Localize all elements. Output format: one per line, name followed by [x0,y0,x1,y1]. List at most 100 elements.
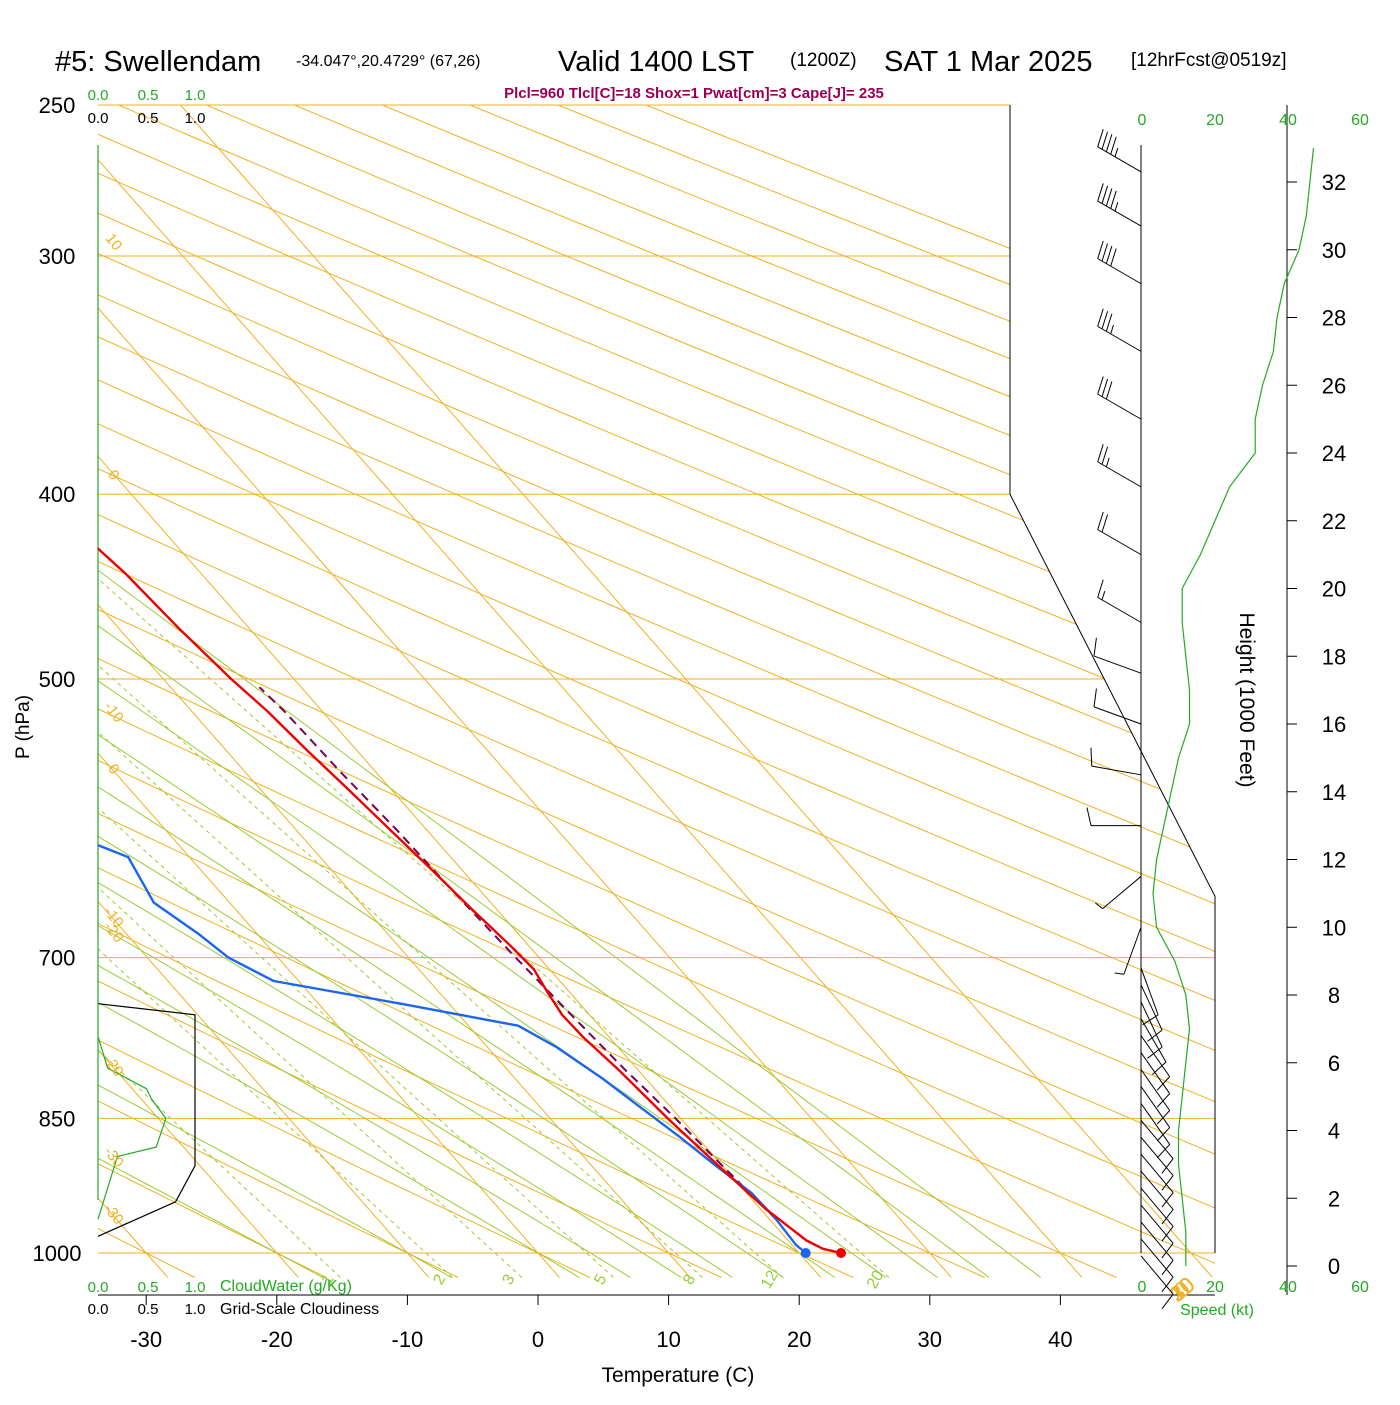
wind-barb-flag [1102,186,1108,204]
cloudwater-label: CloudWater (g/Kg) [220,1278,352,1295]
mixing-ratio-line [0,494,452,1277]
dry-adiabat-line [558,105,1400,1278]
height-tick-label: 14 [1322,780,1346,805]
moist-adiabat-line [0,105,886,1278]
isotherm-line [180,105,1212,1277]
utc-time: (1200Z) [790,50,857,71]
speed-bottom-tick: 40 [1279,1279,1297,1296]
wind-barb-staff [1141,1154,1173,1192]
wind-barb-flag [1087,808,1091,826]
isotherm-line [0,105,168,1277]
x-tick-label: 40 [1048,1327,1072,1352]
sounding-profiles [0,138,846,1259]
y-axis-label: P (hPa) [13,695,34,759]
mixing-ratio-label: 5 [591,1272,610,1288]
wind-barb-flag [1098,444,1104,462]
moist-adiabat-line [0,105,732,1278]
height-tick-label: 24 [1322,441,1346,466]
wind-barb [1091,748,1141,775]
wind-barb-flag [1162,1294,1173,1309]
moist-adiabat-line [0,105,579,1278]
wind-barb-staff [1094,707,1141,724]
wind-barb-flag [1111,191,1117,209]
moist-adiabat-line [0,105,835,1278]
wind-barb-flag [1098,241,1104,259]
axis-labels: Temperature (C) P (hPa) Height (1000 Fee… [13,612,1258,1387]
speed-top-tick: 0 [1138,112,1147,129]
wind-barb [1098,183,1141,226]
wind-barb-staff [1141,1205,1173,1243]
station-title: #5: Swellendam [55,46,261,78]
cloudwater-bottom-tick: 0.0 [88,1279,109,1296]
wind-barb-staff [1092,766,1141,775]
wind-barb [1098,309,1141,352]
wind-barb-staff [1098,462,1141,487]
x-tick-label: 30 [918,1327,942,1352]
mixing-ratio-label: 8 [680,1272,699,1288]
wind-barb-staff [1098,147,1141,172]
wind-barb-flag [1106,382,1112,400]
cloudwater-bottom-tick: 0.5 [138,1279,159,1296]
wind-barb-staff [1098,201,1141,226]
speed-axis-label: Speed (kt) [1180,1302,1254,1319]
cloudiness-top-tick: 0.0 [88,110,109,127]
wind-barb-staff [1141,1086,1170,1127]
wind-barb [1098,444,1141,487]
isotherm-line [0,105,690,1277]
wind-barb-flag [1102,244,1108,262]
wind-barb-staff [1141,1070,1170,1111]
wind-barb-staff [1098,597,1141,622]
height-tick-label: 30 [1322,238,1346,263]
wind-barb-staff [1141,1036,1170,1077]
height-tick-label: 16 [1322,712,1346,737]
dry-adiabat-line [0,105,1248,1278]
height-tick-label: 6 [1328,1051,1340,1076]
wind-barb [1141,1086,1170,1141]
wind-barb-flag [1098,183,1104,201]
height-tick-label: 32 [1322,170,1346,195]
wind-barb-staff [1124,927,1141,974]
wind-barb-flag [1102,379,1108,397]
forecast-date: SAT 1 Mar 2025 [884,46,1092,78]
dry-adiabat-line [0,105,985,1278]
x-axis-label: Temperature (C) [602,1364,755,1387]
dry-adiabat-line [294,105,1400,1278]
wind-barb-flag [1098,309,1104,327]
wind-barb-flag [1106,314,1112,332]
wind-barb-staff [1141,1188,1173,1226]
mixing-ratio-label: 3 [500,1272,519,1288]
wind-barb-staff [1098,394,1141,419]
speed-top-tick: 60 [1351,112,1369,129]
mixing-ratio-label: 20 [864,1268,888,1292]
dry-adiabat-line [0,105,1380,1278]
wind-barb [1141,1103,1170,1158]
potential-temperature-label: -10 [100,698,127,726]
speed-bottom-tick: 0 [1138,1279,1147,1296]
wind-barb-flag [1162,1209,1173,1224]
height-tick-label: 20 [1322,577,1346,602]
wind-panel: 0246810121416182022242628303200202040406… [1087,105,1369,1309]
moist-adiabat-line [0,105,1041,1278]
wind-barb-flag [1098,129,1104,147]
moist-adiabat-line [0,105,681,1278]
wind-speed-profile [1153,148,1314,1266]
x-tick-label: -20 [261,1327,293,1352]
wind-barb-flag [1102,515,1108,533]
speed-top-tick: 40 [1279,112,1297,129]
wind-barb-staff [1098,259,1141,284]
wind-barb-flag [1111,249,1117,267]
dry-adiabat-line [0,105,853,1278]
wind-barb-flag [1162,1193,1173,1208]
wind-barb [1098,241,1141,284]
wind-barb-staff [1103,876,1141,908]
wind-barb-half-flag [1115,202,1118,211]
wind-barb-flag [1106,134,1112,152]
wind-barb-staff [1094,656,1141,673]
surface-dewpoint-marker [801,1248,811,1258]
pressure-tick-label: 1000 [33,1241,82,1266]
wind-barb-flag [1106,246,1112,264]
x-tick-label: 10 [656,1327,680,1352]
forecast-run: [12hrFcst@0519z] [1131,50,1287,71]
